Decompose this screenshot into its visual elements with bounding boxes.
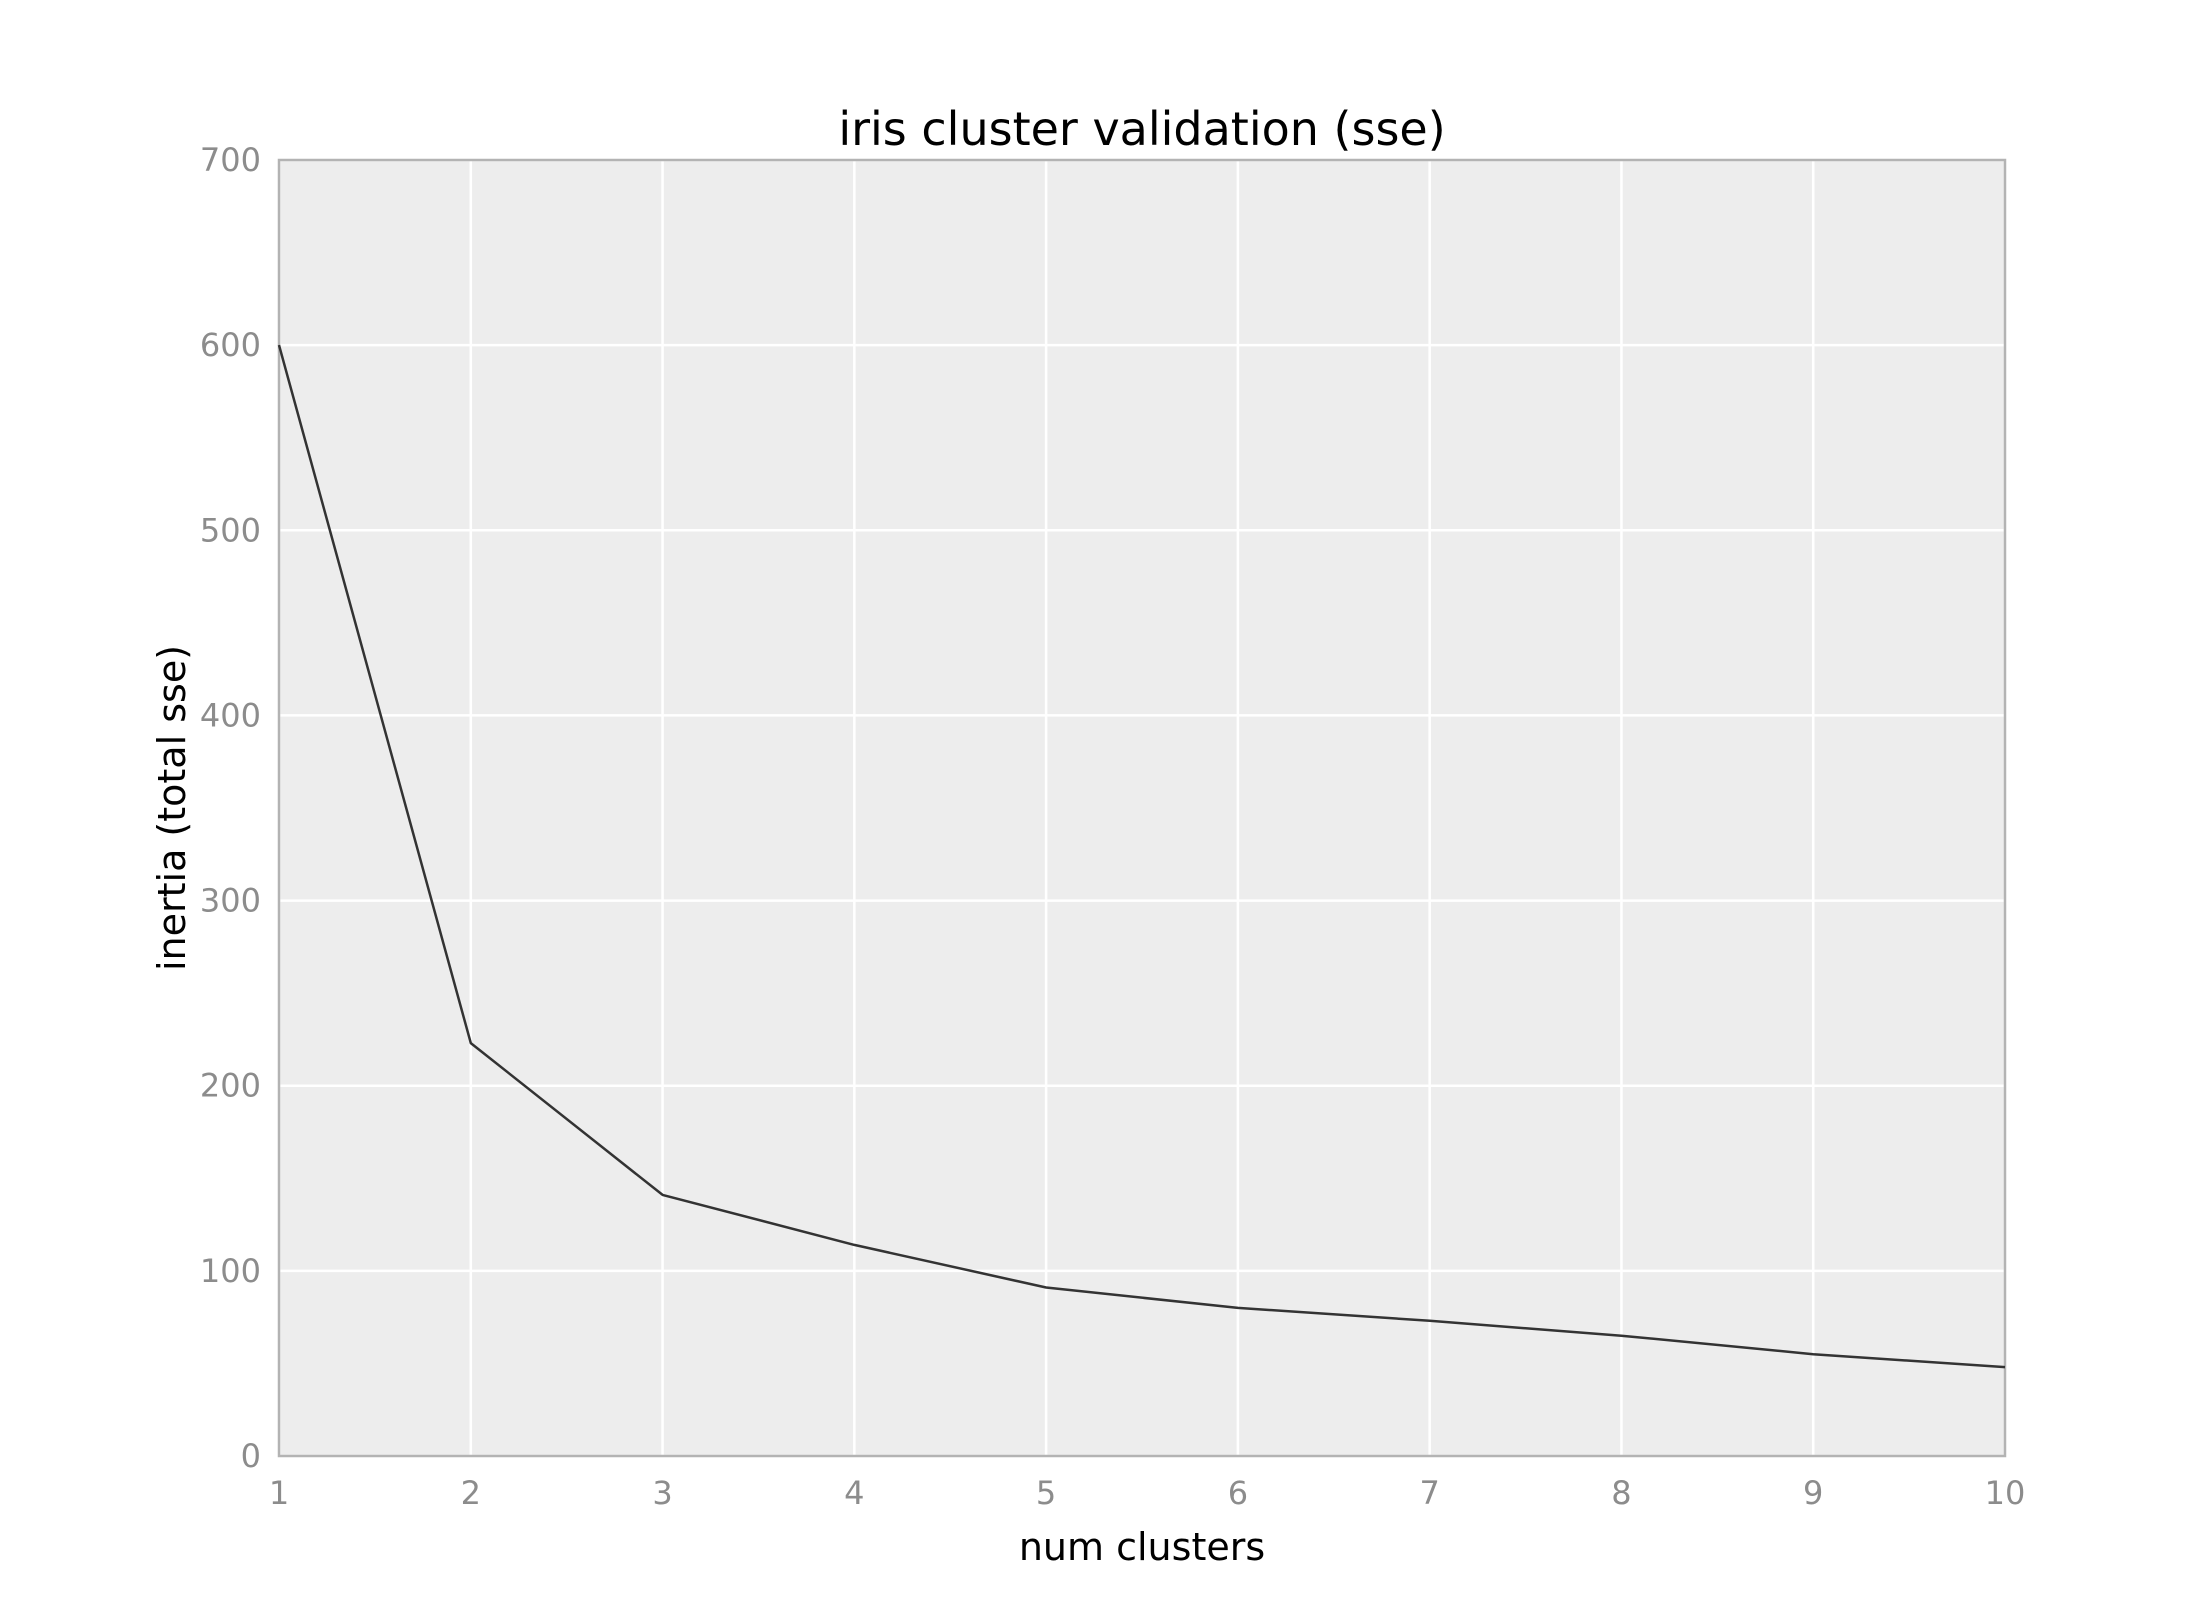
y-tick-label: 100 (200, 1252, 261, 1290)
x-tick-label: 3 (652, 1474, 672, 1512)
y-axis-ticks: 0 100 200 300 400 500 600 700 (200, 141, 261, 1475)
y-tick-label: 500 (200, 511, 261, 549)
y-tick-label: 200 (200, 1067, 261, 1105)
x-tick-label: 2 (461, 1474, 481, 1512)
x-tick-label: 6 (1228, 1474, 1248, 1512)
y-axis-label: inertia (total sse) (150, 645, 194, 971)
x-tick-label: 4 (844, 1474, 864, 1512)
plot-area (279, 160, 2005, 1456)
x-tick-label: 7 (1419, 1474, 1439, 1512)
x-tick-label: 8 (1611, 1474, 1631, 1512)
y-tick-label: 400 (200, 696, 261, 734)
y-tick-label: 600 (200, 326, 261, 364)
x-axis-label: num clusters (1019, 1525, 1265, 1569)
y-tick-label: 700 (200, 141, 261, 179)
y-tick-label: 300 (200, 882, 261, 920)
series-line (277, 344, 2006, 1369)
chart-title: iris cluster validation (sse) (838, 102, 1445, 156)
x-tick-label: 10 (1985, 1474, 2026, 1512)
plot-frame (277, 158, 2007, 1458)
x-tick-label: 5 (1036, 1474, 1056, 1512)
x-axis-ticks: 1 2 3 4 5 6 7 8 9 10 (269, 1474, 2026, 1512)
series-layer (277, 344, 2006, 1369)
y-tick-label: 0 (241, 1437, 261, 1475)
x-tick-label: 1 (269, 1474, 289, 1512)
x-tick-label: 9 (1803, 1474, 1823, 1512)
